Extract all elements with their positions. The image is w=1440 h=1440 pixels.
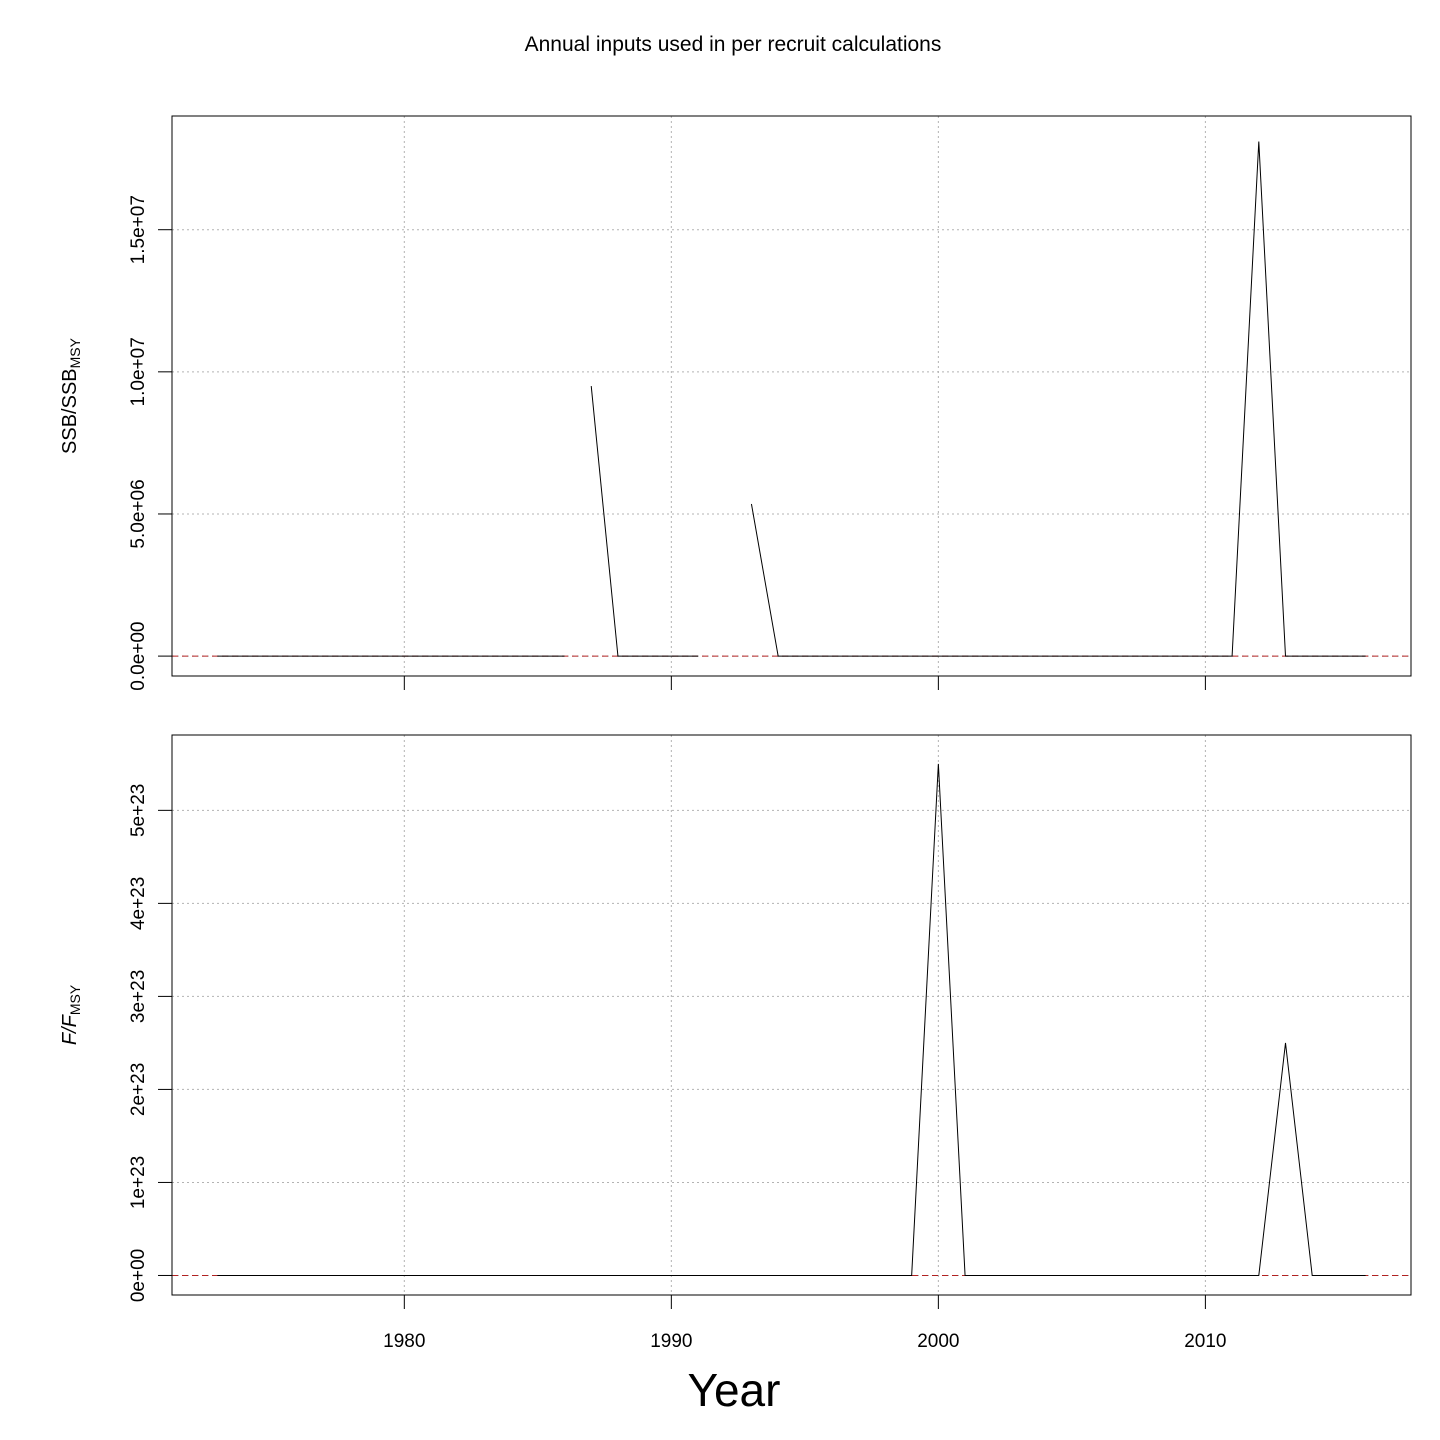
x-tick-label: 1980: [383, 1331, 425, 1352]
y-tick-label: 5.0e+06: [128, 479, 149, 548]
y-tick-label: 0.0e+00: [128, 621, 149, 690]
y-tick-label: 2e+23: [128, 1063, 149, 1116]
y-tick-label: 4e+23: [128, 877, 149, 930]
top-panel: 0.0e+00 5.0e+06 1.0e+07 1.5e+07 SSB/SSBMSY: [59, 115, 1412, 691]
y-tick-label: 3e+23: [128, 970, 149, 1023]
y-axis-label-main: SSB/SSB: [59, 368, 81, 454]
x-tick-label: 2000: [917, 1331, 959, 1352]
y-axis-label: F/FMSY: [59, 984, 83, 1045]
plot-frame: [171, 115, 1412, 677]
y-axis-label-subscript: MSY: [67, 984, 83, 1015]
series-line: [590, 386, 699, 657]
chart-title: Annual inputs used in per recruit calcul…: [525, 33, 942, 56]
x-axis-label: Year: [688, 1364, 781, 1416]
plot-frame: [171, 734, 1412, 1296]
x-tick-label: 1990: [650, 1331, 692, 1352]
y-tick-label: 0e+00: [128, 1249, 149, 1302]
y-tick-label: 1e+23: [128, 1156, 149, 1209]
y-tick-label: 5e+23: [128, 784, 149, 837]
y-tick-label: 1.0e+07: [128, 337, 149, 406]
series-line: [217, 763, 1366, 1276]
y-axis-label: SSB/SSBMSY: [59, 337, 83, 454]
y-axis-label-subscript: MSY: [67, 337, 83, 368]
series-line: [750, 141, 1366, 657]
y-axis-label-main: F/F: [59, 1013, 81, 1045]
bottom-panel: 1980 1990 2000 2010 0e+00 1e+23 2e+23 3e+23 4e+2…: [59, 734, 1412, 1352]
y-tick-label: 1.5e+07: [128, 195, 149, 264]
x-tick-label: 2010: [1184, 1331, 1226, 1352]
